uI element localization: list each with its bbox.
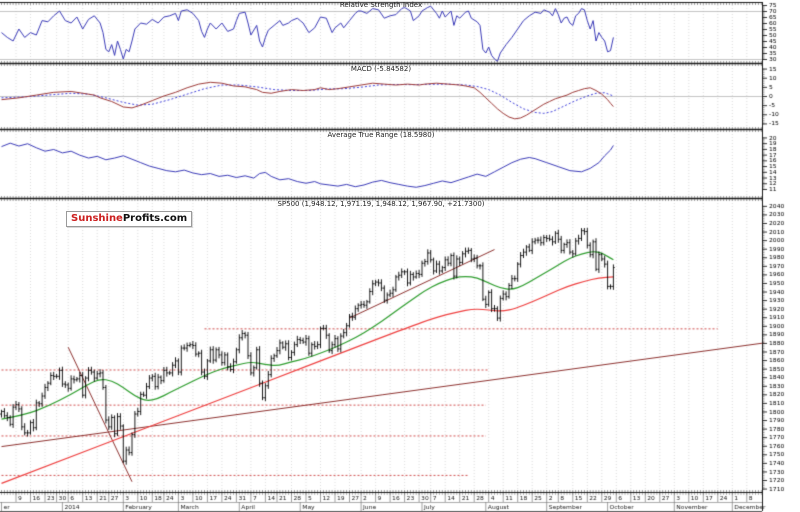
sunshine-profits-logo: SunshineProfits.com (66, 211, 193, 227)
logo-text-red: Sunshine (71, 213, 123, 224)
logo-text-black: Profits.com (122, 213, 188, 224)
